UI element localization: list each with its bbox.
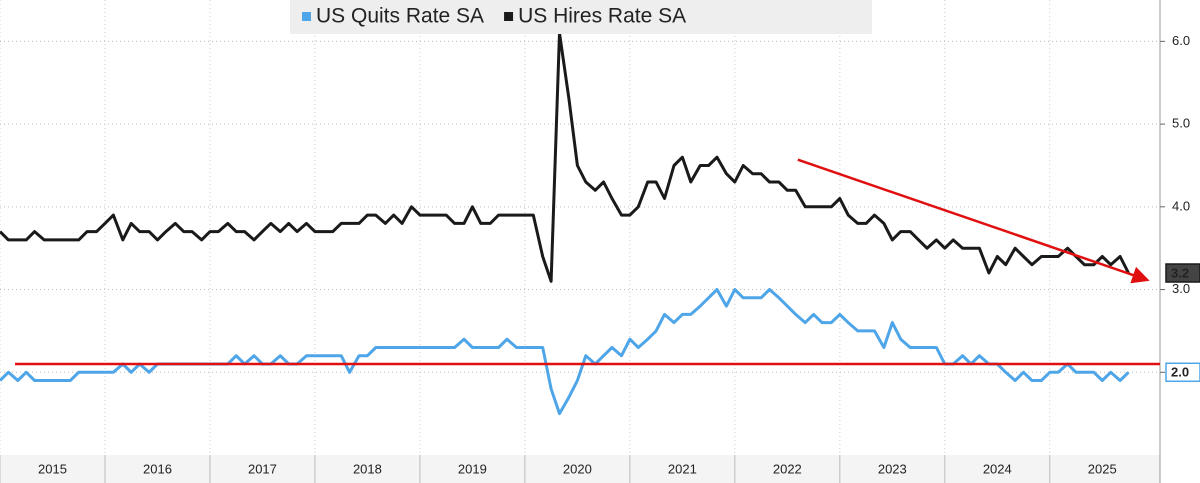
x-tick-label: 2021: [668, 461, 697, 476]
x-tick-label: 2016: [143, 461, 172, 476]
x-tick-label: 2023: [878, 461, 907, 476]
series-line: [0, 31, 1130, 283]
x-tick-label: 2024: [983, 461, 1012, 476]
x-tick-label: 2025: [1088, 461, 1117, 476]
x-tick-label: 2019: [458, 461, 487, 476]
x-tick-label: 2015: [38, 461, 67, 476]
last-value-box: [1165, 362, 1200, 383]
x-tick-label: 2022: [773, 461, 802, 476]
y-tick-label: 4.0: [1172, 198, 1190, 213]
last-value-label: 2.0: [1171, 365, 1189, 380]
x-tick-label: 2020: [563, 461, 592, 476]
legend-label: US Hires Rate SA: [518, 5, 686, 28]
y-tick-label: 5.0: [1172, 116, 1190, 131]
legend-background: [290, 0, 872, 34]
last-value-box: [1165, 263, 1200, 283]
legend-label: US Quits Rate SA: [316, 5, 484, 28]
legend: US Quits Rate SA US Hires Rate SA: [290, 0, 872, 34]
y-tick-label: 6.0: [1172, 33, 1190, 48]
plot-area: [0, 0, 1160, 455]
legend-swatch: [504, 12, 514, 21]
x-axis-band: [0, 455, 1160, 483]
last-value-label: 3.2: [1171, 265, 1189, 280]
x-tick-label: 2018: [353, 461, 382, 476]
y-tick-label: 3.0: [1172, 281, 1190, 296]
x-tick-label: 2017: [248, 461, 277, 476]
legend-swatch: [302, 12, 311, 21]
trend-arrow: [797, 158, 1150, 284]
